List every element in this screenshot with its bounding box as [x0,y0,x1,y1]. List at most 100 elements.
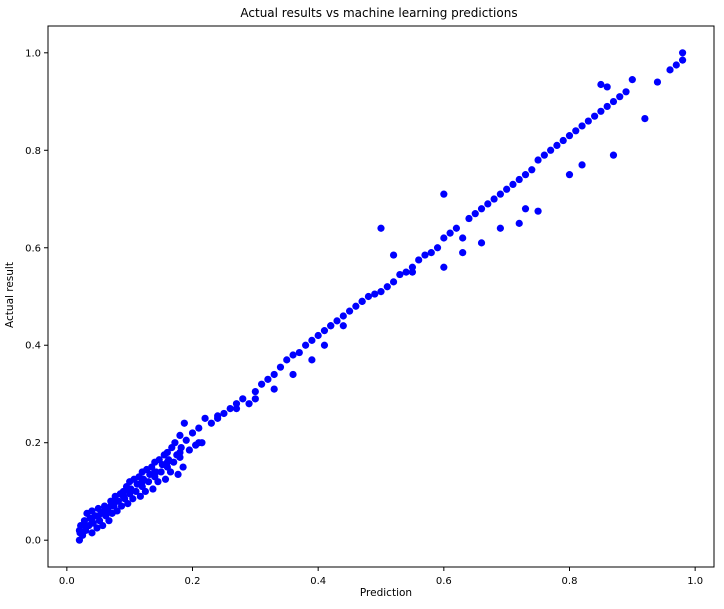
scatter-point [628,76,636,84]
scatter-point [113,497,121,505]
scatter-point [100,507,109,515]
scatter-point [622,88,630,96]
scatter-point [126,487,134,496]
scatter-point [572,127,580,135]
scatter-point [289,351,297,359]
scatter-point [421,251,429,259]
scatter-point [188,429,197,437]
scatter-point [258,380,266,388]
scatter-point [377,224,385,232]
scatter-point [672,61,680,69]
scatter-point [678,56,687,64]
scatter-point [396,270,404,279]
scatter-point [440,190,448,198]
scatter-point [239,395,247,403]
scatter-point [440,263,448,271]
scatter-point [609,151,618,159]
scatter-point [264,375,272,383]
scatter-point [214,414,222,422]
scatter-point [270,370,278,379]
scatter-point [132,487,140,496]
scatter-point [105,517,113,525]
scatter-point [496,224,504,232]
scatter-point [314,331,322,340]
scatter-point [99,521,107,530]
scatter-point [591,112,599,120]
x-tick-label: 0.6 [436,576,452,587]
y-tick-label: 0.8 [25,146,41,157]
scatter-point [327,322,335,330]
scatter-point [170,458,178,466]
scatter-point [578,122,586,130]
scatter-point [440,234,448,242]
scatter-point [459,234,467,242]
scatter-point [251,387,259,396]
y-tick-label: 0.2 [25,438,41,449]
scatter-point [138,478,146,486]
scatter-point [477,205,486,213]
scatter-point [195,439,203,447]
scatter-point [154,478,162,486]
scatter-point [408,268,417,276]
x-axis-ticks: 0.0 0.2 0.4 0.6 0.8 1.0 [59,567,703,587]
scatter-point [136,492,144,500]
scatter-point [383,283,391,291]
scatter-point [616,93,624,101]
scatter-point [232,404,241,413]
scatter-point [345,307,354,315]
scatter-point [289,370,297,379]
scatter-point [521,205,530,213]
chart-title: Actual results vs machine learning predi… [240,6,517,20]
scatter-point [144,478,153,486]
scatter-point [163,448,171,457]
x-tick-label: 0.4 [310,576,326,587]
scatter-point [339,322,347,330]
scatter-point [82,521,90,530]
scatter-point [377,288,385,296]
scatter-point [515,175,523,184]
scatter-point [302,341,310,349]
scatter-point [559,136,567,145]
scatter-point [333,317,341,325]
scatter-point [141,487,149,496]
scatter-point [597,107,605,115]
scatter-point [151,468,159,476]
scatter-point [308,336,316,344]
scatter-point [245,400,253,408]
scatter-point [149,485,157,493]
y-axis-label: Actual result [4,262,16,328]
scatter-point [295,348,303,357]
scatter-point [521,171,530,179]
scatter-point [182,436,190,444]
scatter-point [176,431,184,440]
scatter-point [547,146,555,154]
scatter-point [201,414,209,422]
scatter-point [358,297,366,305]
scatter-point [270,385,278,393]
plot-frame [47,25,715,568]
scatter-point [180,419,188,427]
scatter-point [484,200,492,208]
scatter-point [402,268,410,276]
scatter-point [119,492,127,500]
scatter-point [609,97,618,106]
scatter-point [308,356,316,364]
scatter-points [75,49,687,544]
scatter-point [603,83,611,91]
y-tick-label: 0.4 [25,341,41,352]
scatter-point [490,195,498,203]
y-tick-label: 0.6 [25,243,41,254]
scatter-point [427,249,435,257]
scatter-point [94,512,102,520]
scatter-point [207,419,215,427]
scatter-point [185,446,193,454]
scatter-point [528,166,536,174]
scatter-point [339,312,347,320]
scatter-point [496,190,504,198]
scatter-point [174,470,182,478]
scatter-point [641,115,649,123]
y-axis-ticks: 0.0 0.2 0.4 0.6 0.8 1.0 [25,48,48,547]
scatter-point [220,409,228,418]
scatter-point [320,327,329,335]
